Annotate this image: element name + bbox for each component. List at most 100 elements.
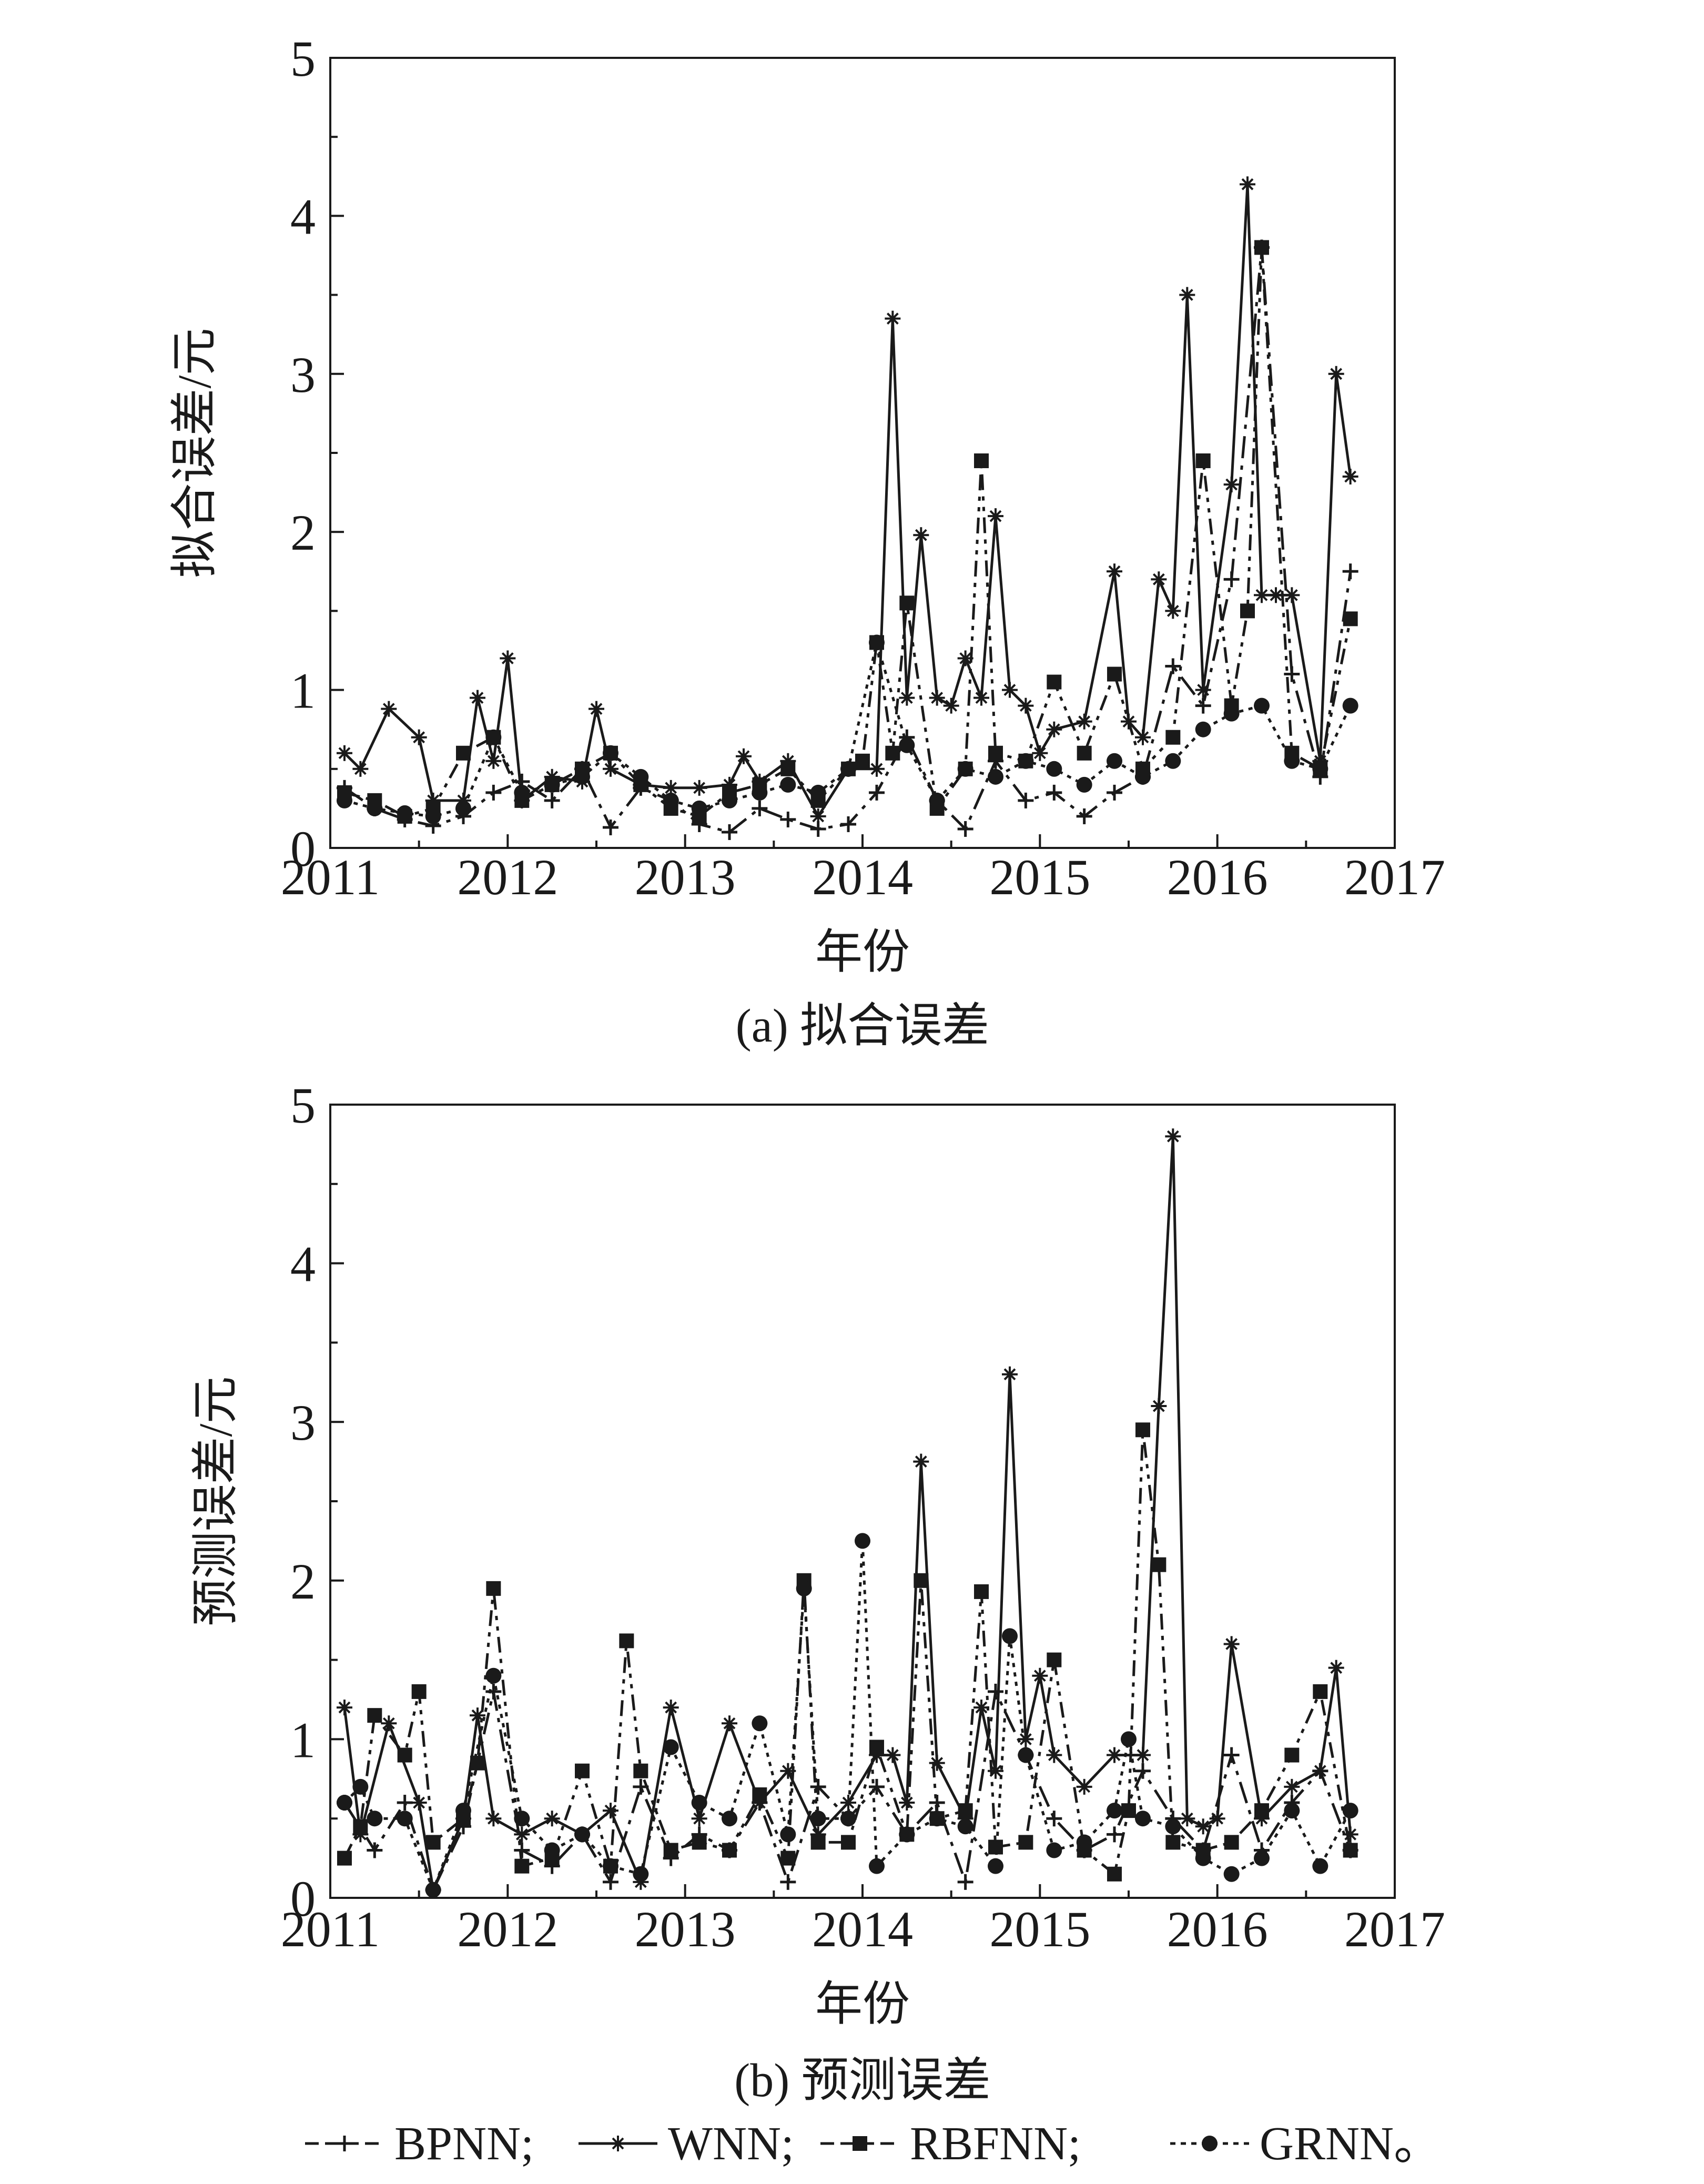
data-point-wnn bbox=[1179, 287, 1195, 303]
data-point-grnn bbox=[899, 1826, 915, 1843]
data-point-wnn bbox=[1018, 697, 1034, 714]
data-point-rbfnn bbox=[1343, 611, 1358, 626]
data-point-wnn bbox=[381, 1715, 397, 1732]
data-point-grnn bbox=[1107, 753, 1123, 769]
data-point-rbfnn bbox=[810, 1835, 826, 1850]
data-point-rbfnn bbox=[470, 1755, 485, 1771]
y-tick-label: 5 bbox=[290, 1077, 316, 1134]
data-point-grnn bbox=[1342, 697, 1358, 714]
x-axis-label: 年份 bbox=[815, 1978, 910, 2030]
legend-item-rbfnn: RBFNN; bbox=[820, 2118, 1081, 2170]
data-point-grnn bbox=[514, 1811, 530, 1827]
data-point-bpnn bbox=[988, 1683, 1003, 1700]
x-tick-label: 2017 bbox=[1344, 1901, 1445, 1957]
data-point-wnn bbox=[411, 729, 427, 745]
data-point-rbfnn bbox=[899, 595, 915, 611]
data-point-wnn bbox=[735, 748, 752, 764]
data-point-rbfnn bbox=[1254, 240, 1269, 255]
data-point-rbfnn bbox=[456, 745, 471, 761]
data-point-grnn bbox=[1121, 1731, 1137, 1747]
data-point-wnn bbox=[1328, 1660, 1344, 1676]
data-point-bpnn bbox=[1342, 563, 1358, 580]
data-point-wnn bbox=[1107, 563, 1123, 580]
data-point-rbfnn bbox=[367, 1708, 382, 1723]
chart-caption: (a) 拟合误差 bbox=[736, 1000, 989, 1052]
data-point-wnn bbox=[1223, 1636, 1240, 1652]
y-tick-label: 1 bbox=[290, 663, 316, 719]
x-tick-label: 2013 bbox=[635, 849, 736, 905]
data-point-bpnn bbox=[1046, 784, 1062, 801]
data-point-grnn bbox=[1284, 753, 1300, 769]
data-point-rbfnn bbox=[1135, 1422, 1150, 1438]
data-point-wnn bbox=[1195, 682, 1211, 698]
data-point-wnn bbox=[1179, 1811, 1195, 1827]
legend-marker bbox=[337, 2136, 352, 2151]
data-point-grnn bbox=[1018, 1747, 1034, 1763]
data-point-wnn bbox=[1001, 1366, 1018, 1382]
data-point-grnn bbox=[602, 1858, 618, 1874]
data-point-wnn bbox=[1195, 1818, 1211, 1835]
data-point-wnn bbox=[1018, 1731, 1034, 1747]
data-point-grnn bbox=[397, 1811, 413, 1827]
data-point-rbfnn bbox=[974, 453, 989, 469]
data-point-grnn bbox=[1076, 776, 1092, 793]
data-point-grnn bbox=[691, 800, 707, 816]
data-point-bpnn bbox=[1134, 1763, 1151, 1779]
data-point-wnn bbox=[1254, 587, 1270, 603]
x-tick-label: 2014 bbox=[812, 849, 913, 905]
data-point-grnn bbox=[752, 784, 768, 801]
data-point-rbfnn bbox=[1284, 1747, 1300, 1763]
data-point-rbfnn bbox=[855, 753, 870, 769]
data-point-grnn bbox=[929, 792, 945, 808]
data-point-wnn bbox=[1284, 1778, 1300, 1795]
y-axis-label: 拟合误差/元 bbox=[169, 328, 221, 578]
data-point-bpnn bbox=[752, 800, 768, 816]
data-point-wnn bbox=[336, 745, 352, 761]
data-point-bpnn bbox=[840, 816, 857, 832]
data-point-grnn bbox=[796, 1580, 812, 1596]
legend-item-grnn: GRNN。 bbox=[1170, 2118, 1441, 2170]
legend-label: WNN; bbox=[668, 2118, 794, 2170]
data-point-rbfnn bbox=[1121, 1803, 1136, 1818]
data-point-bpnn bbox=[957, 1874, 973, 1890]
series-grnn bbox=[336, 1533, 1358, 1898]
series-line-rbfnn bbox=[343, 1428, 1352, 1876]
x-tick-label: 2011 bbox=[281, 1901, 380, 1957]
data-point-rbfnn bbox=[1047, 674, 1062, 690]
data-point-grnn bbox=[957, 1818, 973, 1835]
legend-label: RBFNN; bbox=[910, 2118, 1081, 2170]
data-point-rbfnn bbox=[958, 1803, 973, 1818]
data-point-wnn bbox=[1151, 571, 1167, 588]
data-point-rbfnn bbox=[619, 1633, 634, 1649]
data-point-rbfnn bbox=[1107, 666, 1122, 682]
data-point-grnn bbox=[1254, 697, 1270, 714]
data-point-rbfnn bbox=[1195, 453, 1211, 469]
legend-label: BPNN; bbox=[394, 2118, 534, 2170]
data-point-wnn bbox=[485, 1811, 502, 1827]
data-point-rbfnn bbox=[1018, 1835, 1033, 1850]
series-wnn bbox=[336, 1128, 1358, 1898]
data-point-grnn bbox=[574, 1826, 591, 1843]
data-point-grnn bbox=[1223, 1866, 1240, 1882]
data-point-wnn bbox=[336, 1700, 352, 1716]
data-point-bpnn bbox=[868, 784, 885, 801]
data-point-grnn bbox=[1342, 1803, 1358, 1819]
data-point-wnn bbox=[352, 761, 369, 777]
data-point-grnn bbox=[1165, 1818, 1181, 1835]
legend-marker bbox=[853, 2136, 867, 2151]
data-point-grnn bbox=[957, 761, 973, 777]
data-point-rbfnn bbox=[1047, 1652, 1062, 1667]
x-tick-label: 2015 bbox=[989, 849, 1090, 905]
data-point-wnn bbox=[1001, 682, 1018, 698]
data-point-bpnn bbox=[397, 1795, 413, 1811]
x-tick-label: 2016 bbox=[1167, 849, 1268, 905]
data-point-wnn bbox=[1151, 1398, 1167, 1414]
data-point-wnn bbox=[1342, 469, 1358, 485]
data-point-grnn bbox=[1134, 1811, 1151, 1827]
data-point-grnn bbox=[1195, 721, 1211, 737]
data-point-wnn bbox=[1165, 1128, 1181, 1145]
data-point-wnn bbox=[1209, 1811, 1225, 1827]
data-point-rbfnn bbox=[397, 1747, 412, 1763]
data-point-wnn bbox=[1046, 721, 1062, 737]
data-point-wnn bbox=[1032, 1667, 1048, 1684]
